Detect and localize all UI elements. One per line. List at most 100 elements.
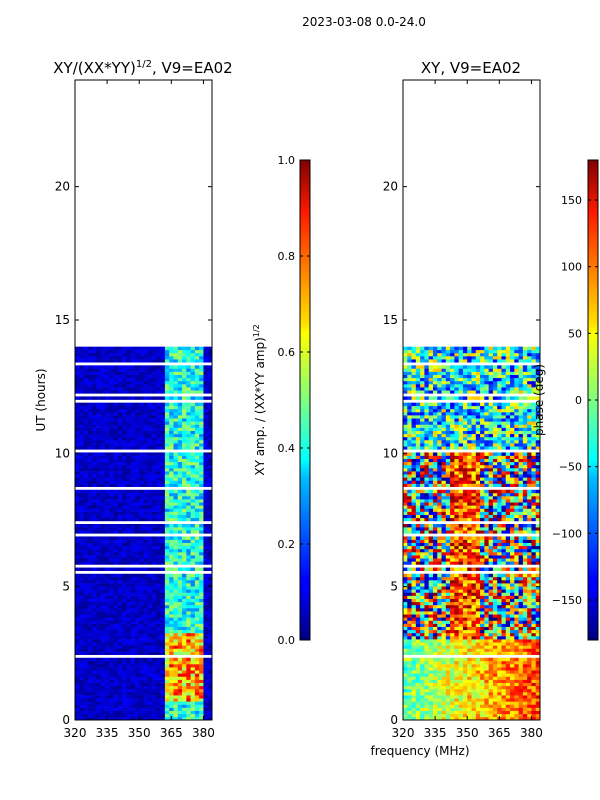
heatmap-cell: [122, 623, 127, 627]
heatmap-cell: [169, 446, 174, 450]
heatmap-cell: [122, 676, 127, 680]
heatmap-cell: [177, 499, 183, 503]
heatmap-cell: [177, 548, 183, 553]
heatmap-cell: [143, 443, 149, 447]
heatmap-cell: [83, 573, 89, 578]
heatmap-cell: [182, 639, 187, 643]
heatmap-cell: [173, 446, 179, 450]
heatmap-cell: [177, 436, 183, 441]
heatmap-cell: [535, 679, 540, 683]
heatmap-cell: [403, 617, 408, 621]
heatmap-cell: [87, 636, 93, 640]
heatmap-cell: [134, 424, 140, 428]
heatmap-cell: [130, 421, 136, 425]
heatmap-cell: [450, 598, 455, 603]
heatmap-cell: [147, 349, 153, 354]
heatmap-cell: [87, 480, 93, 484]
heatmap-cell: [207, 660, 212, 665]
heatmap-cell: [199, 471, 204, 475]
heatmap-cell: [79, 608, 84, 612]
heatmap-cell: [96, 499, 102, 503]
colorbar-tick-label: 1.0: [278, 154, 296, 167]
heatmap-cell: [83, 651, 89, 655]
heatmap-cell: [139, 505, 144, 509]
heatmap-cell: [194, 380, 200, 385]
heatmap-cell: [203, 660, 209, 665]
heatmap-cell: [139, 632, 144, 637]
heatmap-cell: [122, 452, 127, 456]
heatmap-cell: [514, 617, 519, 621]
heatmap-cell: [207, 511, 212, 515]
heatmap-cell: [104, 396, 110, 400]
heatmap-cell: [79, 436, 84, 441]
heatmap-cell: [420, 632, 425, 637]
heatmap-cell: [182, 396, 187, 400]
heatmap-cell: [182, 464, 187, 469]
heatmap-cell: [182, 651, 187, 655]
heatmap-cell: [173, 359, 179, 363]
heatmap-cell: [126, 707, 132, 711]
heatmap-cell: [104, 629, 110, 634]
heatmap-cell: [156, 371, 162, 375]
heatmap-cell: [139, 545, 144, 550]
heatmap-cell: [79, 704, 84, 708]
heatmap-cell: [194, 514, 200, 519]
heatmap-cell: [186, 626, 191, 631]
heatmap-cell: [134, 443, 140, 447]
heatmap-cell: [420, 670, 425, 674]
heatmap-cell: [164, 651, 170, 655]
heatmap-cell: [75, 611, 80, 615]
heatmap-cell: [497, 598, 502, 603]
heatmap-cell: [117, 477, 123, 481]
heatmap-cell: [190, 639, 196, 643]
heatmap-cell: [194, 657, 200, 662]
heatmap-cell: [445, 698, 451, 702]
heatmap-cell: [109, 443, 114, 447]
heatmap-cell: [186, 632, 191, 637]
heatmap-cell: [501, 710, 507, 715]
heatmap-cell: [480, 701, 485, 705]
heatmap-cell: [203, 648, 209, 652]
heatmap-cell: [207, 667, 212, 671]
heatmap-cell: [100, 583, 106, 587]
heatmap-cell: [501, 713, 507, 718]
heatmap-cell: [480, 657, 485, 662]
heatmap-cell: [100, 427, 106, 431]
heatmap-cell: [100, 692, 106, 696]
heatmap-cell: [113, 707, 119, 711]
heatmap-cell: [207, 704, 212, 708]
heatmap-cell: [104, 412, 110, 416]
heatmap-cell: [87, 496, 93, 500]
heatmap-cell: [117, 502, 123, 506]
heatmap-cell: [475, 583, 481, 587]
heatmap-cell: [428, 704, 434, 708]
heatmap-cell: [79, 365, 84, 369]
heatmap-cell: [186, 648, 191, 652]
heatmap-cell: [147, 356, 153, 360]
heatmap-cell: [109, 405, 114, 410]
heatmap-cell: [467, 685, 472, 690]
heatmap-cell: [147, 583, 153, 587]
heatmap-cell: [458, 620, 464, 624]
heatmap-cell: [194, 461, 200, 466]
heatmap-cell: [190, 617, 196, 621]
heatmap-cell: [454, 601, 460, 606]
heatmap-cell: [501, 657, 507, 662]
heatmap-cell: [156, 698, 162, 702]
heatmap-cell: [143, 648, 149, 652]
heatmap-cell: [194, 651, 200, 655]
heatmap-cell: [199, 629, 204, 634]
heatmap-cell: [79, 707, 84, 711]
heatmap-cell: [492, 580, 498, 584]
heatmap-cell: [492, 583, 498, 587]
heatmap-cell: [83, 377, 89, 382]
heatmap-cell: [186, 368, 191, 372]
heatmap-cell: [177, 524, 183, 528]
heatmap-cell: [177, 542, 183, 547]
heatmap-cell: [130, 349, 136, 354]
heatmap-cell: [92, 589, 97, 593]
heatmap-cell: [488, 657, 494, 662]
heatmap-cell: [203, 626, 209, 631]
heatmap-cell: [75, 511, 80, 515]
heatmap-cell: [199, 692, 204, 696]
